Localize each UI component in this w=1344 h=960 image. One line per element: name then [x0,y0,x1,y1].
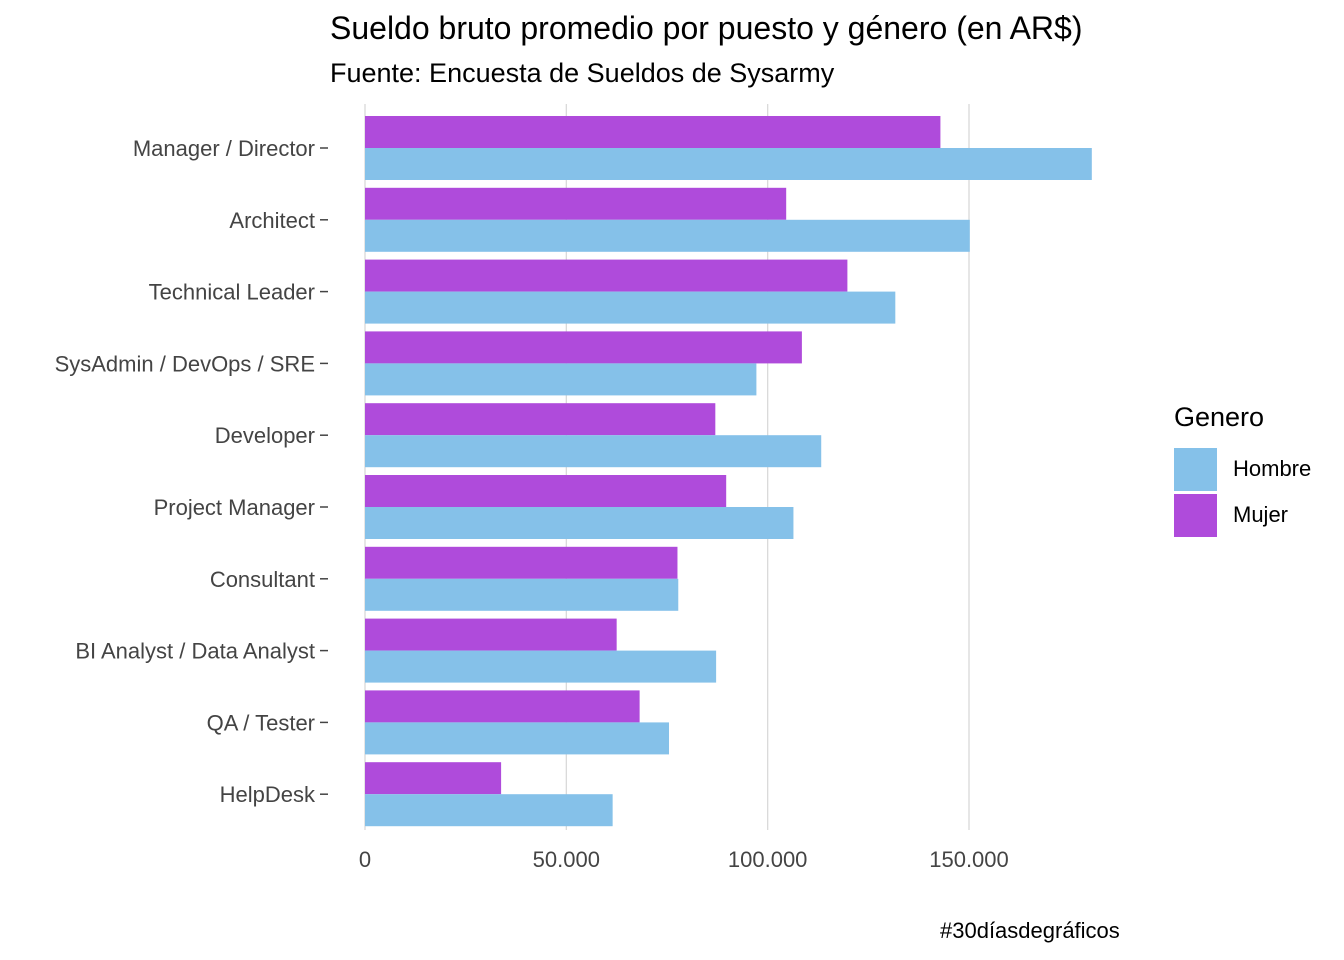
legend-item-hombre: Hombre [1174,447,1311,491]
y-tick-label: QA / Tester [207,710,315,735]
bar-mujer [365,116,941,148]
bar-mujer [365,762,502,795]
y-tick-label: Consultant [210,567,315,592]
x-tick-label: 150.000 [929,847,1009,872]
y-tick-label: BI Analyst / Data Analyst [75,639,315,664]
bar-mujer [365,403,716,436]
legend-label-hombre: Hombre [1233,456,1312,481]
y-tick-label: Architect [229,208,315,233]
legend-item-mujer: Mujer [1174,493,1288,537]
bar-mujer [365,690,640,723]
bar-hombre [365,363,757,396]
y-tick-label: HelpDesk [220,782,316,807]
y-tick-label: Manager / Director [133,136,315,161]
bar-mujer [365,546,678,579]
chart-caption: #30díasdegráficos [940,918,1120,943]
chart-subtitle: Fuente: Encuesta de Sueldos de Sysarmy [330,58,835,88]
x-tick-label: 50.000 [533,847,600,872]
bar-mujer [365,618,617,651]
legend-label-mujer: Mujer [1233,502,1289,527]
x-tick-label: 0 [359,847,371,872]
bar-hombre [365,578,679,611]
y-tick-label: Technical Leader [149,280,315,305]
bar-mujer [365,187,787,220]
y-tick-label: SysAdmin / DevOps / SRE [55,351,315,376]
bar-hombre [365,722,670,755]
legend-swatch-hombre [1174,447,1217,491]
bar-hombre [365,219,970,252]
y-tick-label: Project Manager [154,495,315,520]
x-tick-label: 100.000 [728,847,808,872]
bar-hombre [365,650,717,683]
bar-mujer [365,331,802,364]
legend-title: Genero [1174,402,1265,432]
bar-hombre [365,435,822,468]
y-tick-label: Developer [215,423,315,448]
bar-mujer [365,259,848,292]
legend-swatch-mujer [1174,493,1217,537]
bar-mujer [365,475,727,507]
bar-hombre [365,507,794,539]
bar-hombre [365,148,1092,180]
chart-title: Sueldo bruto promedio por puesto y géner… [330,10,1083,46]
bar-hombre [365,291,896,324]
bar-hombre [365,794,613,827]
